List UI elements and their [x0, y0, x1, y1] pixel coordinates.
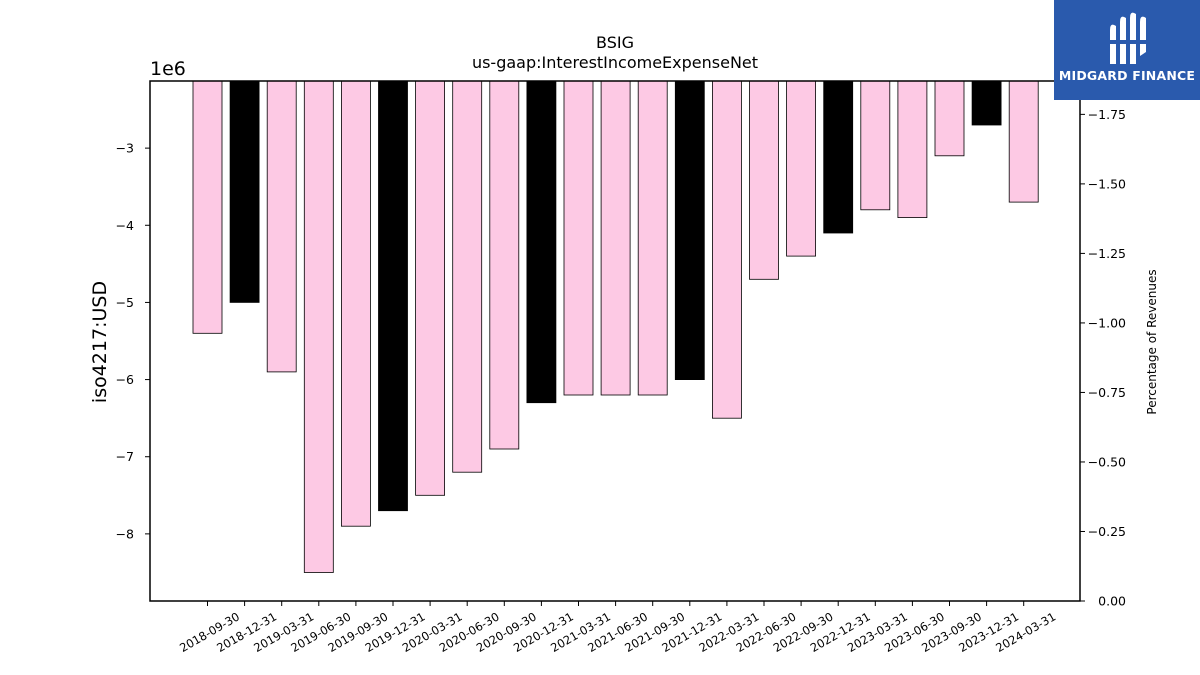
bar-2019-06-30	[303, 80, 334, 573]
bars-group	[192, 80, 1039, 573]
chart-title: BSIG	[596, 33, 634, 52]
brand-name: MIDGARD FINANCE	[1058, 68, 1196, 83]
y2-tick-label: −1.75	[1088, 107, 1126, 122]
bar-2021-09-30	[637, 80, 668, 396]
chart-subtitle: us-gaap:InterestIncomeExpenseNet	[472, 53, 758, 72]
bar-2019-12-31	[378, 80, 408, 512]
bar-2023-03-31	[860, 80, 891, 211]
y-tick-label: −8	[116, 526, 134, 541]
bar-2021-03-31	[563, 80, 594, 396]
y2-tick-label: 0.00	[1098, 594, 1126, 609]
bar-2020-06-30	[452, 80, 483, 473]
bar-2019-03-31	[266, 80, 297, 373]
y-tick-label: −6	[116, 372, 134, 387]
y-ticks-group: −8 −7 −6 −5 −4 −3	[116, 141, 150, 541]
bar-2020-12-31	[526, 80, 557, 404]
bar-2018-09-30	[192, 80, 223, 334]
bar-2019-09-30	[340, 80, 371, 527]
y-axis-label: iso4217:USD	[89, 281, 111, 403]
midgard-logo-icon	[1108, 12, 1148, 65]
bar-2022-06-30	[749, 80, 779, 280]
y-tick-label: −4	[116, 218, 134, 233]
y2-tick-label: −1.25	[1088, 246, 1126, 261]
y2-tick-label: −1.50	[1088, 176, 1126, 191]
y-tick-label: −3	[116, 141, 134, 156]
bar-2020-03-31	[415, 80, 446, 496]
bar-2020-09-30	[489, 80, 520, 450]
y2-tick-label: −0.50	[1088, 454, 1126, 469]
bar-2022-09-30	[786, 80, 816, 257]
bar-2022-12-31	[823, 80, 854, 234]
y-axis-offset-label: 1e6	[150, 58, 186, 80]
y-tick-label: −5	[116, 295, 134, 310]
y2-tick-label: −1.00	[1088, 315, 1126, 330]
plot-frame	[149, 80, 1081, 602]
brand-logo: MIDGARD FINANCE	[1054, 0, 1200, 100]
y2-axis-label: Percentage of Revenues	[1145, 269, 1159, 414]
bar-2023-06-30	[897, 80, 928, 219]
bar-2024-03-31	[1008, 80, 1039, 203]
y2-ticks-group: 0.00 −0.25 −0.50 −0.75 −1.00 −1.25 −1.50 −1.75	[1080, 107, 1126, 609]
bar-2023-09-30	[934, 80, 965, 157]
y2-tick-label: −0.25	[1088, 524, 1126, 539]
bar-2023-12-31	[971, 80, 1002, 126]
x-ticks-group: 2018-09-302018-12-312019-03-312019-06-30…	[177, 601, 1058, 655]
bar-2021-06-30	[600, 80, 631, 396]
bar-2021-12-31	[674, 80, 705, 381]
bar-2022-03-31	[712, 80, 742, 419]
y2-tick-label: −0.75	[1088, 385, 1126, 400]
y-tick-label: −7	[116, 449, 134, 464]
bar-2018-12-31	[229, 80, 260, 303]
